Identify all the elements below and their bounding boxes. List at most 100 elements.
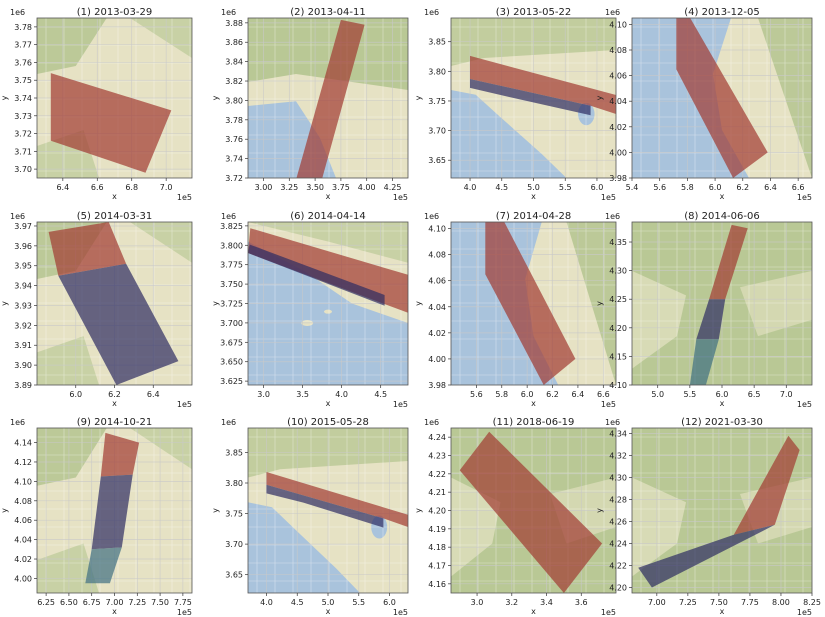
x-tick-label: 6.4: [764, 183, 777, 192]
x-tick-label: 7.75: [741, 598, 759, 607]
y-tick-label: 3.80: [225, 96, 243, 105]
swath-navy: [470, 79, 591, 116]
axes-frame: [450, 221, 617, 386]
x-exponent: 1e5: [393, 400, 408, 409]
y-tick-label: 3.78: [225, 116, 243, 125]
x-tick-label: 6.0: [709, 183, 722, 192]
y-tick-label: 3.85: [428, 38, 446, 47]
panel-title: (1) 2013-03-29: [77, 7, 152, 18]
x-exponent: 1e5: [797, 608, 812, 617]
y-tick-label: 4.06: [609, 72, 627, 81]
map-panel-11: 3.0 3.2 3.4 3.6 4.16 4.17 4.18 4.19 4.20 4.21 4.22…: [414, 417, 617, 617]
x-axis-label: x: [720, 399, 725, 408]
y-tick-label: 3.82: [225, 77, 243, 86]
y-tick-label: 3.98: [609, 174, 627, 183]
x-axis-label: x: [112, 399, 117, 408]
x-tick-label: 6.2: [736, 183, 749, 192]
panel-title: (2) 2013-04-11: [290, 7, 365, 18]
x-exponent: 1e5: [601, 608, 616, 617]
panel-title: (7) 2014-04-28: [496, 211, 571, 222]
y-tick-label: 4.00: [14, 574, 32, 583]
x-tick-label: 5.0: [322, 598, 335, 607]
panel-title: (12) 2021-03-30: [681, 417, 763, 428]
swath-navy: [266, 484, 384, 528]
y-tick-label: 4.06: [428, 277, 446, 286]
y-axis-label: y: [414, 508, 423, 513]
y-tick-label: 3.85: [225, 448, 243, 457]
y-tick-label: 3.89: [14, 381, 32, 390]
y-axis-label: y: [0, 508, 9, 513]
y-tick-label: 4.30: [609, 474, 627, 483]
y-tick-label: 4.10: [428, 225, 446, 234]
x-tick-label: 6.0: [69, 390, 82, 399]
y-tick-label: 4.00: [428, 355, 446, 364]
y-tick-label: 3.92: [14, 321, 32, 330]
x-tick-label: 6.6: [792, 183, 805, 192]
y-tick-label: 3.76: [225, 135, 243, 144]
x-tick-label: 6.0: [521, 390, 534, 399]
panel-title: (10) 2015-05-28: [287, 417, 369, 428]
x-axis-label: x: [326, 607, 331, 616]
swath-red: [48, 222, 127, 276]
x-axis-label: x: [531, 192, 536, 201]
panel-title: (5) 2014-03-31: [77, 211, 152, 222]
y-tick-label: 4.08: [14, 497, 32, 506]
x-tick-label: 5.8: [681, 183, 694, 192]
swath-navy: [58, 263, 179, 385]
y-tick-label: 4.08: [428, 251, 446, 260]
y-exponent: 1e6: [221, 8, 236, 17]
y-exponent: 1e6: [424, 8, 439, 17]
x-tick-label: 5.0: [651, 390, 664, 399]
x-tick-label: 8.00: [772, 598, 790, 607]
y-tick-label: 4.28: [609, 496, 627, 505]
swath-red: [266, 472, 408, 527]
x-tick-label: 7.75: [174, 598, 192, 607]
x-tick-label: 6.0: [716, 390, 729, 399]
y-axis-label: y: [0, 301, 9, 306]
panel-title: (9) 2014-10-21: [77, 417, 152, 428]
x-tick-label: 5.5: [559, 183, 572, 192]
x-tick-label: 5.8: [495, 390, 508, 399]
y-tick-label: 3.94: [14, 282, 32, 291]
panel-title: (3) 2013-05-22: [496, 7, 571, 18]
x-tick-label: 3.5: [296, 390, 309, 399]
y-tick-label: 4.18: [428, 543, 446, 552]
swath-navy: [248, 244, 385, 306]
y-exponent: 1e6: [424, 212, 439, 221]
y-tick-label: 4.02: [14, 555, 32, 564]
y-exponent: 1e6: [10, 8, 25, 17]
x-tick-label: 8.25: [803, 598, 821, 607]
x-exponent: 1e5: [393, 193, 408, 202]
y-tick-label: 4.15: [609, 352, 627, 361]
y-tick-label: 4.20: [609, 584, 627, 593]
y-exponent: 1e6: [605, 212, 620, 221]
swath-navy: [696, 299, 726, 340]
x-axis-label: x: [112, 192, 117, 201]
y-axis-label: y: [595, 95, 604, 100]
y-tick-label: 3.74: [14, 94, 32, 103]
y-tick-label: 4.30: [609, 267, 627, 276]
swath-teal: [689, 339, 719, 385]
y-tick-label: 3.86: [225, 38, 243, 47]
x-axis-label: x: [326, 192, 331, 201]
y-tick-label: 3.70: [14, 165, 32, 174]
x-tick-label: 4.5: [291, 598, 304, 607]
x-tick-label: 3.00: [255, 183, 273, 192]
x-tick-label: 4.25: [384, 183, 402, 192]
swath-red: [676, 18, 768, 178]
x-exponent: 1e5: [393, 608, 408, 617]
y-tick-label: 3.825: [220, 222, 243, 231]
y-tick-label: 3.77: [14, 41, 32, 50]
y-tick-label: 4.20: [609, 324, 627, 333]
y-tick-label: 3.72: [14, 130, 32, 139]
x-tick-label: 6.4: [56, 183, 69, 192]
y-axis-label: y: [595, 508, 604, 513]
y-tick-label: 3.65: [225, 571, 243, 580]
y-tick-label: 4.10: [609, 20, 627, 29]
y-tick-label: 4.24: [428, 433, 446, 442]
y-tick-label: 4.14: [14, 439, 32, 448]
y-tick-label: 3.97: [14, 222, 32, 231]
y-tick-label: 3.750: [220, 280, 243, 289]
x-exponent: 1e5: [601, 400, 616, 409]
y-tick-label: 3.70: [225, 540, 243, 549]
